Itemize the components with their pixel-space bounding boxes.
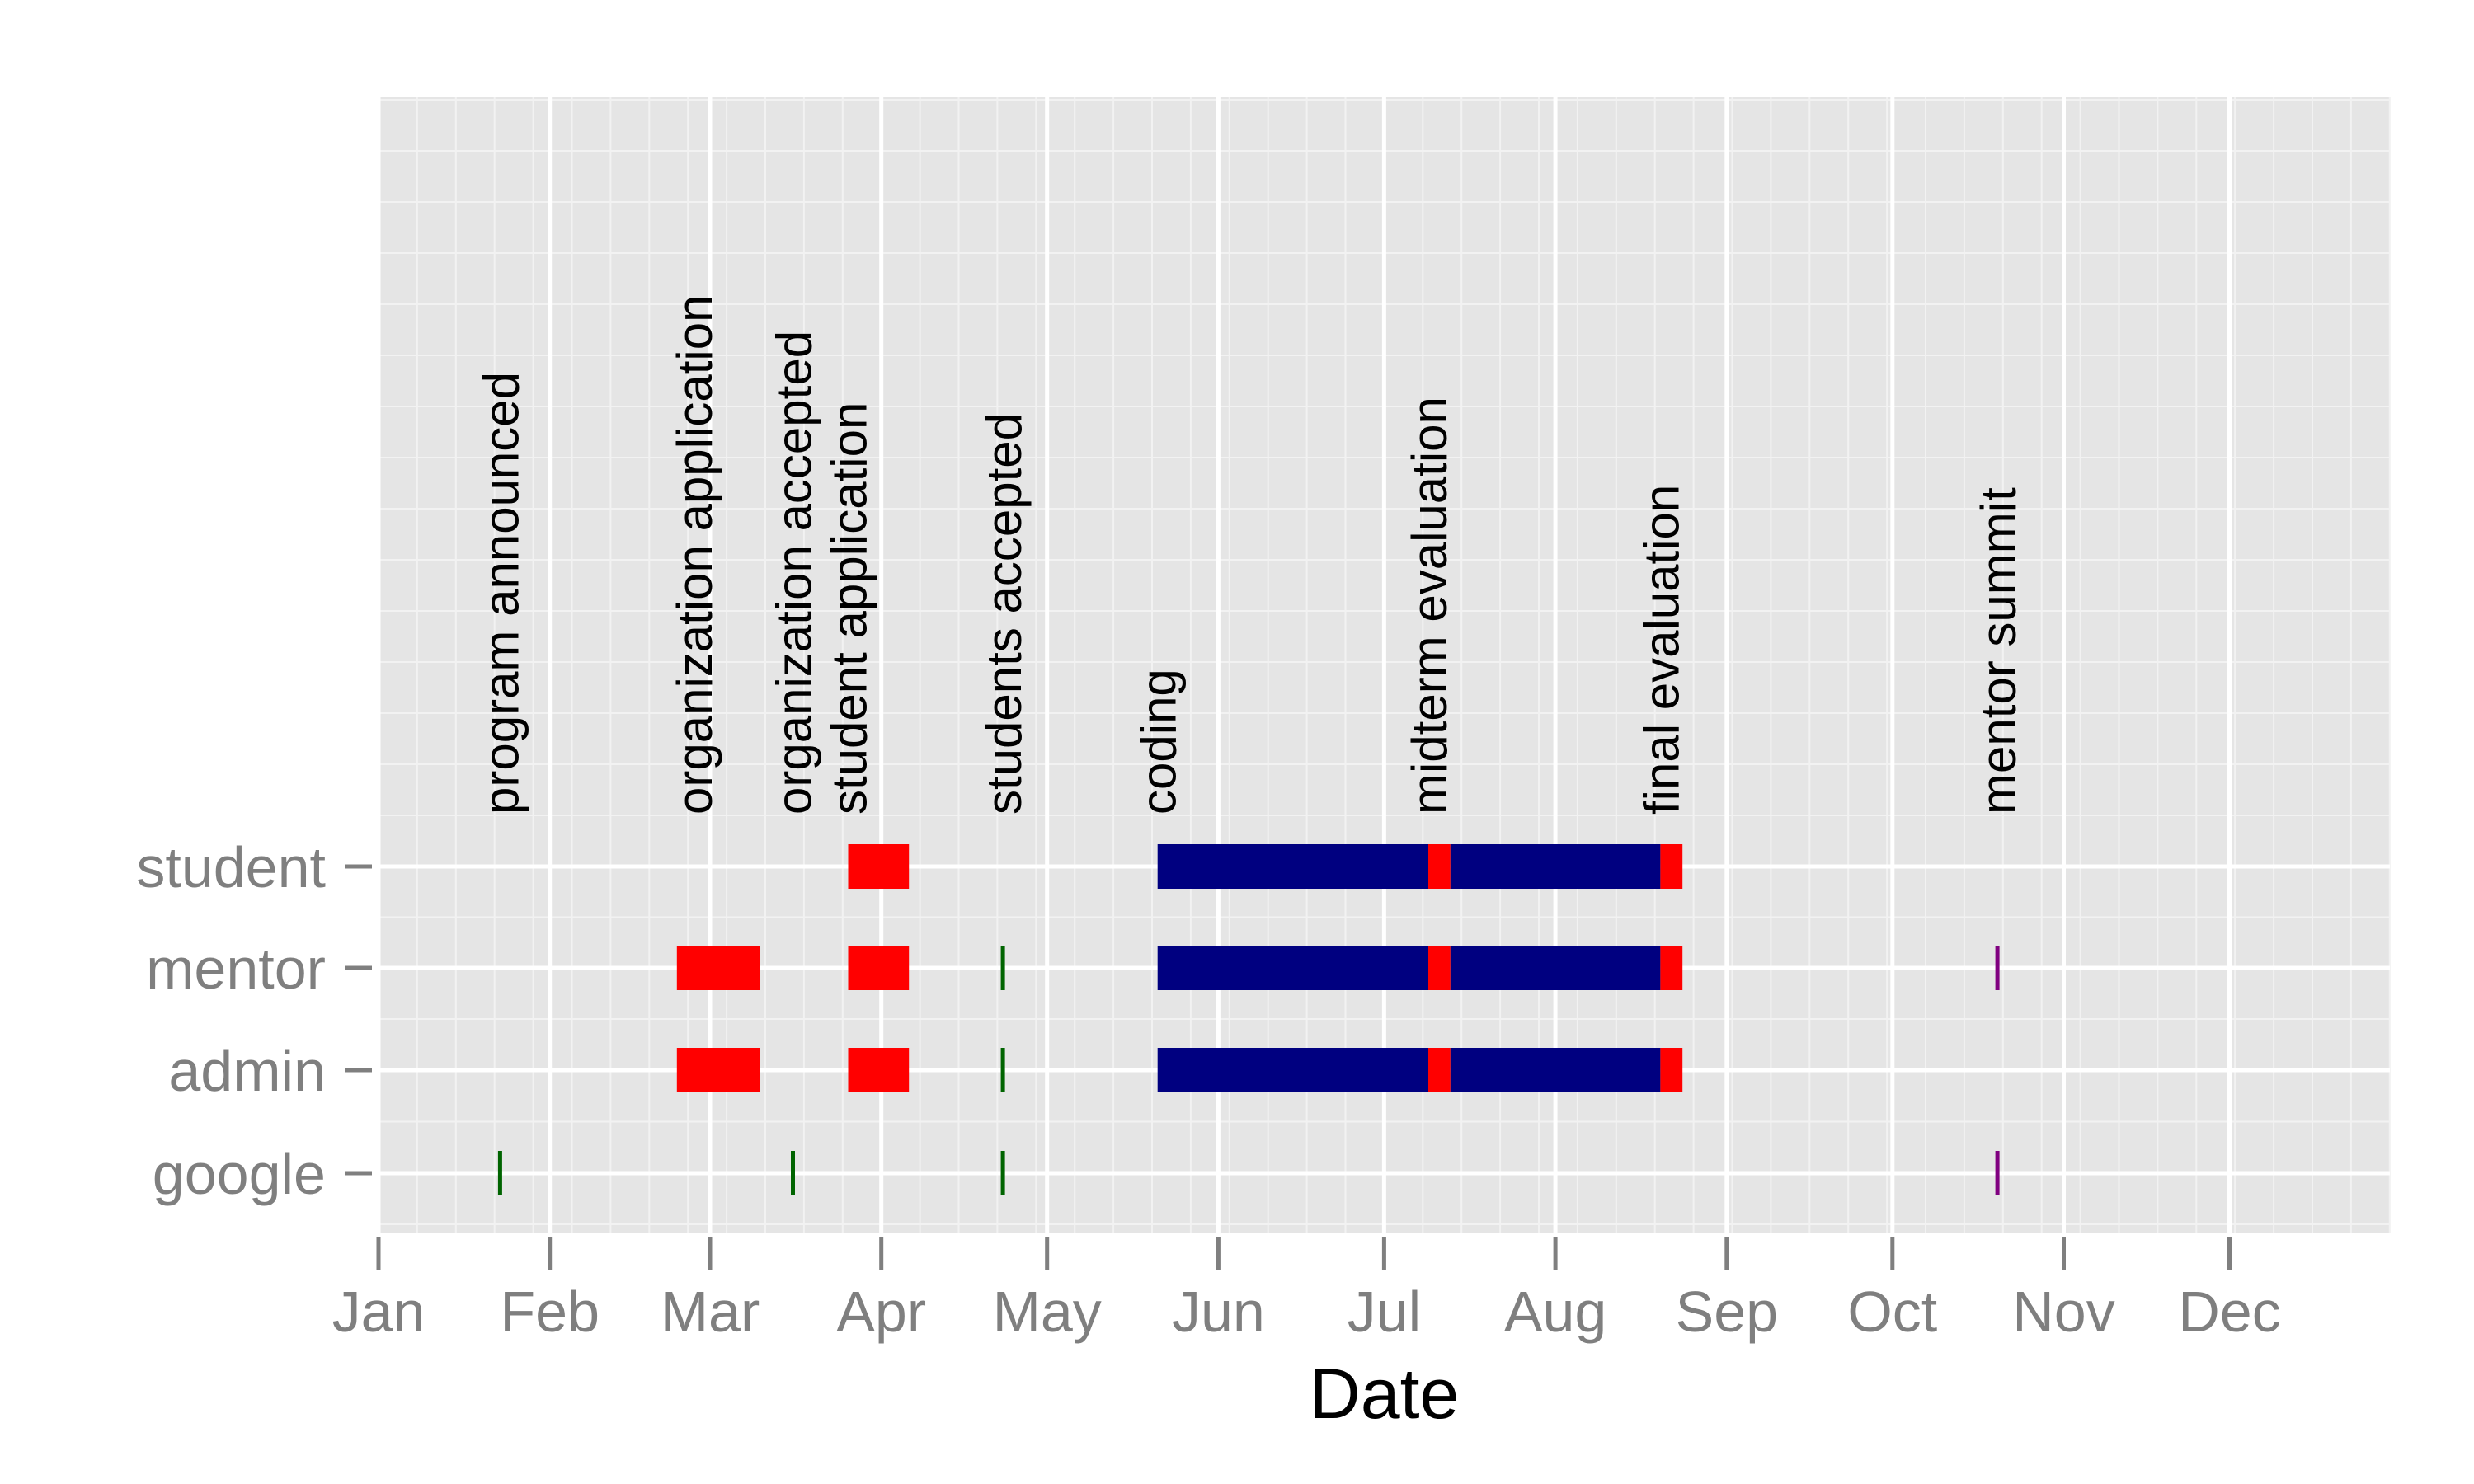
period-bar-student-period [1428,844,1451,889]
y-tick-label: google [153,1142,326,1206]
period-bar-mentor-period [1660,946,1683,990]
period-bar-student-coding [1450,844,1661,889]
x-tick-label: Feb [500,1280,600,1344]
period-bar-student-coding [1157,844,1428,889]
event-label: organization application [667,295,722,815]
period-bar-mentor-coding [1450,946,1661,990]
x-tick-label: Jun [1172,1280,1265,1344]
period-bar-admin-period [848,1048,910,1092]
period-bar-mentor-period [1428,946,1451,990]
y-tick-label: admin [168,1039,326,1103]
period-bars [676,844,1683,1092]
period-bar-mentor-period [676,946,760,990]
period-bar-admin-period [1660,1048,1683,1092]
event-label: final evaluation [1634,485,1689,815]
x-tick-label: Mar [661,1280,760,1344]
x-tick-label: Sep [1676,1280,1779,1344]
event-label: program announced [473,372,529,815]
event-label: organization accepted [767,331,822,815]
x-tick-label: May [993,1280,1102,1344]
period-bar-student-period [848,844,910,889]
milestone-mark-mentor [1995,946,2000,990]
period-bar-mentor-period [848,946,910,990]
event-label: midterm evaluation [1402,397,1457,815]
period-bar-admin-coding [1157,1048,1428,1092]
milestone-mark-mentor [1000,946,1005,990]
milestone-mark-google [791,1151,795,1195]
milestone-mark-admin [1000,1048,1005,1092]
x-tick-label: Nov [2012,1280,2114,1344]
event-label: students accepted [976,413,1032,815]
x-tick-label: Dec [2178,1280,2280,1344]
x-axis-title: Date [1310,1355,1460,1434]
event-label: coding [1131,669,1187,815]
milestone-mark-google [1995,1151,2000,1195]
y-tick-label: mentor [146,937,326,1001]
milestone-marks [497,946,2000,1195]
period-bar-student-period [1660,844,1683,889]
event-label: student application [822,402,877,815]
period-bar-admin-period [1428,1048,1451,1092]
x-tick-label: Jul [1348,1280,1421,1344]
x-tick-label: Aug [1504,1280,1607,1344]
period-bar-admin-coding [1450,1048,1661,1092]
x-axis: Jan Feb Mar Apr May Jun Jul Aug Sep Oct Nov Dec [332,1237,2281,1344]
period-bar-mentor-coding [1157,946,1428,990]
milestone-mark-google [497,1151,502,1195]
event-labels: program announced organization applicatio… [473,295,2026,815]
x-tick-label: Jan [332,1280,426,1344]
y-tick-label: student [136,835,326,899]
period-bar-admin-period [676,1048,760,1092]
milestone-mark-google [1000,1151,1005,1195]
x-tick-label: Oct [1847,1280,1937,1344]
x-tick-label: Apr [836,1280,926,1344]
event-label: mentor summit [1971,487,2026,815]
y-axis: student mentor admin google [136,835,372,1206]
